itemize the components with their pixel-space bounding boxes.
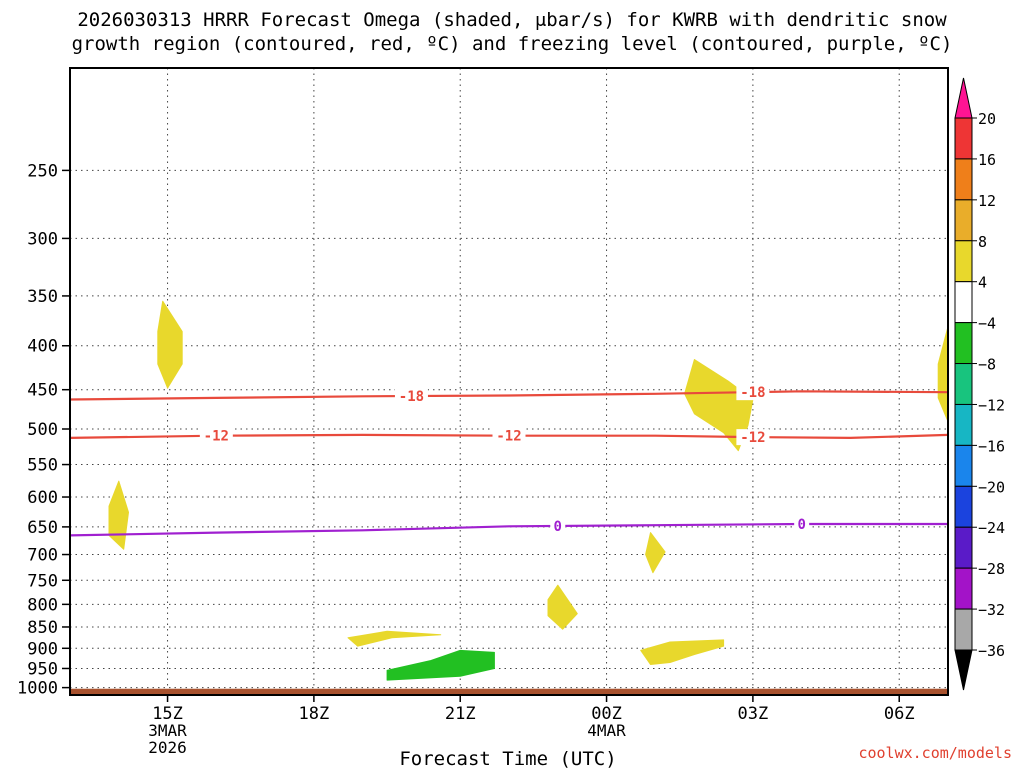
dgz-minus18-label-0: -18 [399,389,424,405]
y-tick-label-550: 550 [27,456,58,476]
dgz-minus12-label-bg [492,427,526,444]
colorbar-box-4 [954,281,973,324]
dgz-minus18-line [69,390,949,401]
x-tick-date-15Z: 3MAR [148,721,187,740]
dgz-minus12-label-2: -12 [740,430,765,446]
colorbar-label-10: −24 [978,519,1005,537]
x-tick-label-18Z: 18Z [299,704,330,724]
dgz-minus12-label-bg [736,429,770,446]
dgz-minus18-label-bg [736,384,770,401]
y-tick-label-450: 450 [27,381,58,401]
colorbar-label-8: −16 [978,437,1005,455]
colorbar-label-4: 4 [978,274,987,292]
colorbar: 20 16 12 8 4 −4 −8 −12 −16 −20 −24 −28 −32 −36 [954,77,1005,691]
terrain-fill [70,688,948,695]
credit-text: coolwx.com/models [858,744,1012,762]
dgz-minus18-label-bg [394,387,428,404]
colorbar-label-5: −4 [978,315,996,333]
y-tick-label-900: 900 [27,639,58,659]
colorbar-box-6 [954,363,973,405]
plot-frame [69,67,949,696]
colorbar-bottom-arrow [954,649,973,691]
colorbar-box-5 [954,322,973,365]
colorbar-label-1: 16 [978,151,996,169]
x-tick-date-00Z: 4MAR [587,721,626,740]
dgz-minus12-label-bg [199,427,233,444]
dgz-minus12-line [69,433,949,440]
colorbar-label-9: −20 [978,478,1005,496]
y-tick-label-300: 300 [27,229,58,249]
contour-layer: -18 -18 -12 -12 -12 0 0 [69,384,949,537]
x-tick-label-15Z: 15Z [152,704,183,724]
x-tick-label-00Z: 00Z [591,704,622,724]
colorbar-box-2 [954,199,973,242]
shaded-regions [108,300,949,681]
colorbar-label-12: −32 [978,601,1005,619]
colorbar-label-13: −36 [978,642,1005,660]
colorbar-label-0: 20 [978,110,996,128]
title-line-1: 2026030313 HRRR Forecast Omega (shaded, … [77,9,947,31]
omega-pos-4 [645,532,666,574]
omega-pos-2 [108,480,129,550]
y-tick-label-950: 950 [27,659,58,679]
y-tick-label-400: 400 [27,337,58,357]
y-tick-label-700: 700 [27,546,58,566]
colorbar-box-12 [954,608,973,651]
x-tick-label-21Z: 21Z [445,704,476,724]
dgz-minus18-label-1: -18 [740,385,765,401]
y-tick-label-250: 250 [27,161,58,181]
omega-pos-8 [937,326,949,422]
dgz-minus12-label-0: -12 [204,429,229,445]
x-tick-label-06Z: 06Z [884,704,915,724]
y-tick-label-350: 350 [27,287,58,307]
colorbar-label-7: −12 [978,396,1005,414]
grid-layer [70,68,948,695]
colorbar-box-1 [954,158,973,201]
y-axis: 2503003504004505005506006507007508008509… [17,161,70,699]
y-tick-label-600: 600 [27,488,58,508]
y-tick-label-800: 800 [27,595,58,615]
title-line-2: growth region (contoured, red, ºC) and f… [71,33,953,55]
x-axis-label: Forecast Time (UTC) [399,748,616,768]
colorbar-box-8 [954,444,973,487]
y-tick-label-650: 650 [27,518,58,538]
freezing-level-0-label-bg [794,516,810,533]
colorbar-box-9 [954,485,973,528]
colorbar-label-6: −8 [978,356,996,374]
dgz-minus12-label-1: -12 [496,429,521,445]
colorbar-box-10 [954,526,973,569]
omega-pos-6 [640,639,725,665]
freezing-level-0-label-1: 0 [797,517,805,533]
colorbar-label-11: −28 [978,560,1005,578]
x-tick-label-03Z: 03Z [738,704,769,724]
omega-neg-1 [386,649,495,681]
colorbar-box-3 [954,240,973,283]
colorbar-label-3: 8 [978,233,987,251]
colorbar-box-7 [954,403,973,446]
freezing-level-0-label-bg [550,517,566,534]
freezing-level-0-label-0: 0 [554,519,562,535]
y-tick-label-500: 500 [27,420,58,440]
colorbar-box-0 [954,117,973,160]
y-tick-label-1000: 1000 [17,679,58,699]
omega-pos-3 [547,584,578,630]
x-tick-year-15Z: 2026 [148,738,187,757]
omega-pos-1 [157,300,183,389]
chart-title: 2026030313 HRRR Forecast Omega (shaded, … [0,8,1024,56]
omega-pos-5 [347,630,442,647]
colorbar-top-arrow [954,77,973,119]
colorbar-box-11 [954,567,973,610]
terrain-layer [70,688,948,695]
y-tick-label-850: 850 [27,618,58,638]
freezing-level-0-line [69,522,948,537]
y-tick-label-750: 750 [27,571,58,591]
colorbar-label-2: 12 [978,192,996,210]
